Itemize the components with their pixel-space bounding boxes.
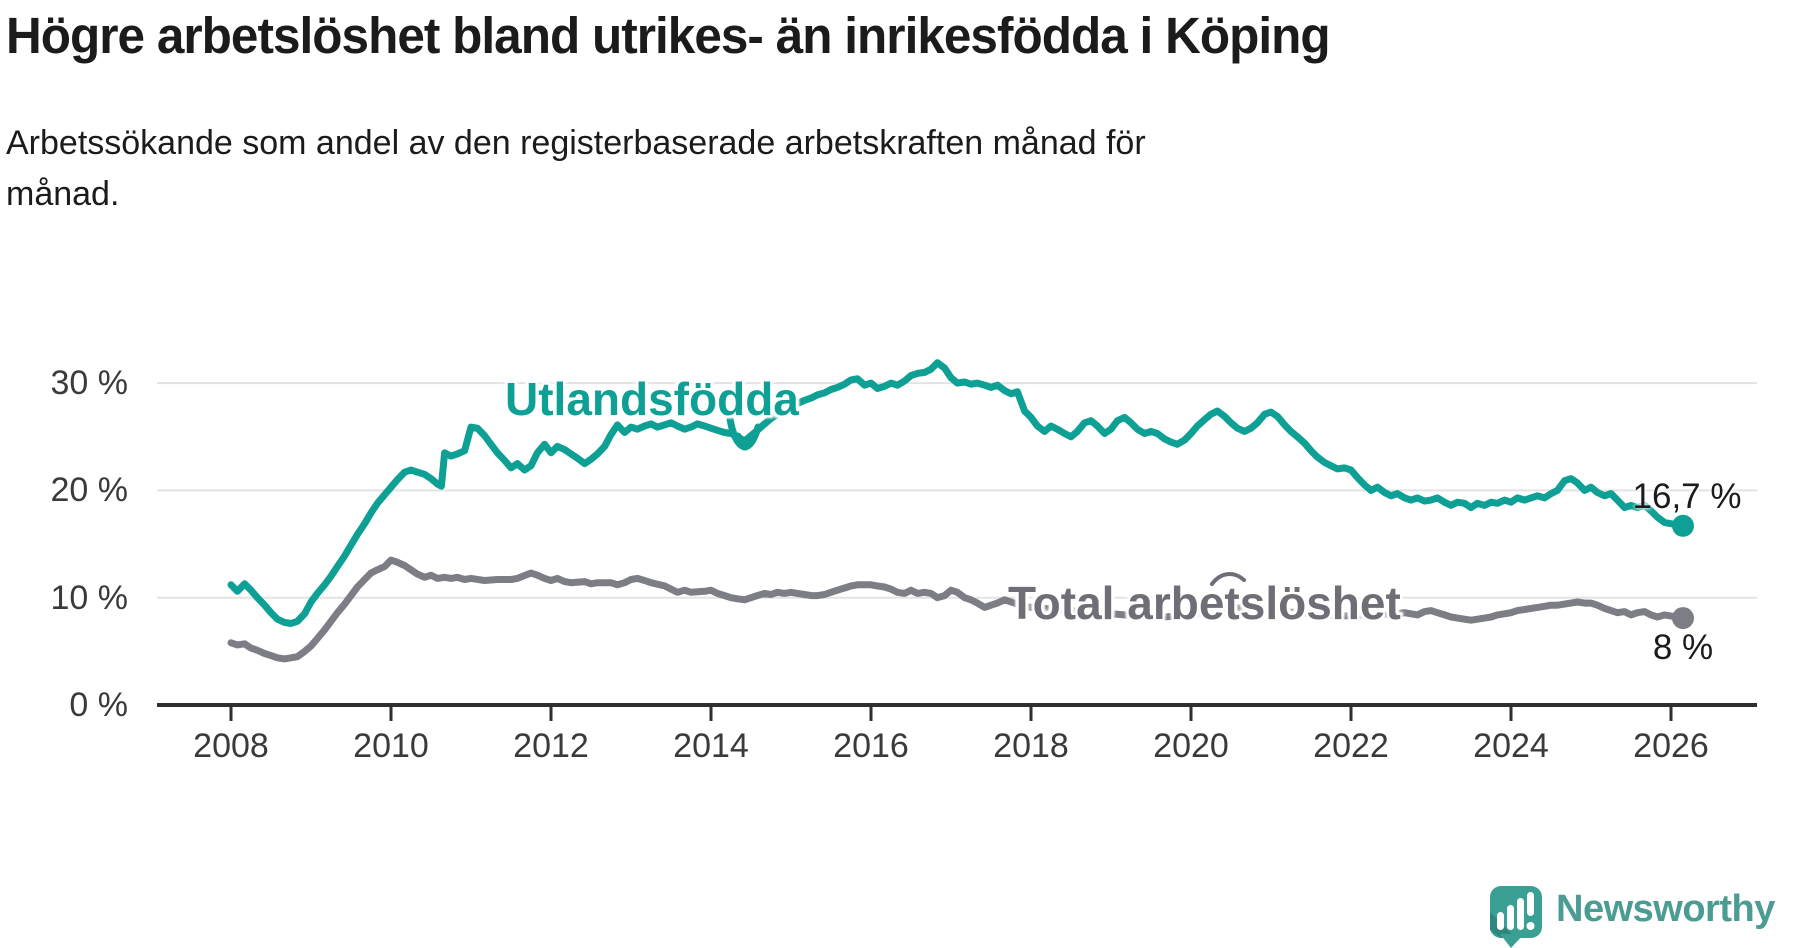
- x-tick-label: 2024: [1473, 727, 1549, 765]
- pointer-arrowhead-utlandsfodda-icon: [734, 432, 756, 451]
- x-tick-label: 2014: [673, 727, 749, 765]
- end-value-label-total: 8 %: [1652, 628, 1714, 667]
- y-tick-label: 0 %: [69, 686, 128, 724]
- x-tick-label: 2022: [1313, 727, 1389, 765]
- page-subtitle: Arbetssökande som andel av den registerb…: [6, 118, 1486, 220]
- subtitle-line-2: månad.: [6, 175, 120, 213]
- end-value-label-utlandsfodda: 16,7 %: [1632, 477, 1742, 516]
- speech-bubble-bar-chart-icon: [1490, 886, 1542, 948]
- series-label-total: Total arbetslöshet: [1008, 577, 1401, 629]
- x-axis: [157, 703, 1757, 721]
- newsworthy-logo-text: Newsworthy: [1556, 888, 1775, 930]
- series-lines: [227, 359, 1694, 663]
- line-Total arbetslöshet: [227, 556, 1687, 663]
- newsworthy-logo-icon: [1490, 886, 1542, 948]
- y-tick-label: 10 %: [50, 578, 129, 617]
- x-tick-label: 2026: [1633, 727, 1709, 765]
- x-tick-label: 2008: [193, 727, 269, 765]
- line-Utlandsfödda: [227, 359, 1687, 627]
- pointer-arc-total-icon: [1210, 572, 1246, 586]
- page-title: Högre arbetslöshet bland utrikes- än inr…: [6, 7, 1331, 64]
- x-tick-label: 2016: [833, 727, 909, 765]
- x-tick-label: 2010: [353, 727, 429, 765]
- end-dot-Total arbetslöshet: [1672, 607, 1694, 630]
- x-tick-label: 2018: [993, 727, 1069, 765]
- y-tick-label: 30 %: [50, 364, 129, 403]
- x-tick-label: 2020: [1153, 727, 1229, 765]
- end-dot-Utlandsfödda: [1672, 514, 1694, 537]
- x-tick-label: 2012: [513, 727, 589, 765]
- series-label-utlandsfodda: Utlandsfödda: [505, 373, 799, 425]
- subtitle-line-1: Arbetssökande som andel av den registerb…: [6, 124, 1146, 162]
- y-tick-label: 20 %: [50, 471, 129, 510]
